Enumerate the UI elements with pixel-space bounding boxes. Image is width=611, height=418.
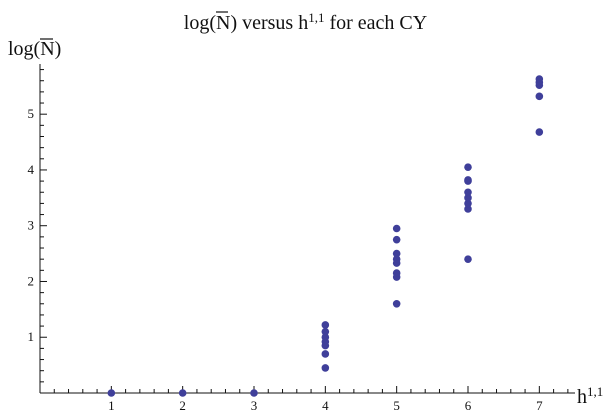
chart-title: log(N) versus h1,1 for each CY [184,10,427,35]
x-tick-label: 1 [108,398,115,413]
data-point [464,188,472,197]
y-axis-label-suffix: ) [55,38,62,60]
data-point [464,176,472,184]
chart-title-suffix: for each CY [324,12,427,34]
x-tick-label: 7 [536,398,543,413]
y-tick-label: 1 [28,329,35,344]
data-point [392,269,401,277]
x-tick-label: 2 [179,398,186,413]
y-axis-label-prefix: log( [8,38,41,60]
data-point [464,255,472,263]
data-point [321,364,330,372]
x-tick-label: 5 [393,398,400,413]
data-point [392,224,401,233]
chart-title-superscript: 1,1 [308,10,324,25]
x-tick-label: 6 [465,398,472,413]
y-tick-label: 4 [28,162,35,177]
chart-title-middle: ) versus h [230,12,308,34]
x-tick-label: 3 [251,398,258,413]
data-point [250,389,258,397]
data-point [321,333,330,342]
data-point [464,205,472,213]
data-point [464,163,472,171]
data-point [392,255,401,263]
data-point [392,249,401,258]
x-axis-label: h1,1 [577,384,603,409]
data-point [321,321,330,329]
data-point [392,299,401,308]
y-tick-label: 2 [28,273,35,288]
chart-title-symbol: N [216,12,230,34]
data-point [535,75,544,83]
data-point [535,128,544,136]
y-axis-label: log(N) [8,38,61,60]
y-axis-label-symbol: N [40,38,54,60]
data-point [464,199,472,208]
x-tick-label: 4 [322,398,329,413]
data-point [178,389,187,397]
data-point [535,92,544,101]
x-axis-label-base: h [577,386,587,408]
data-point [107,389,116,397]
data-point [321,327,330,336]
data-point [464,194,472,202]
data-point [392,235,401,244]
x-axis-label-superscript: 1,1 [587,384,603,399]
data-point [321,350,330,358]
chart-title-prefix: log( [184,12,217,34]
y-tick-label: 5 [28,106,35,121]
y-tick-label: 3 [28,218,35,233]
